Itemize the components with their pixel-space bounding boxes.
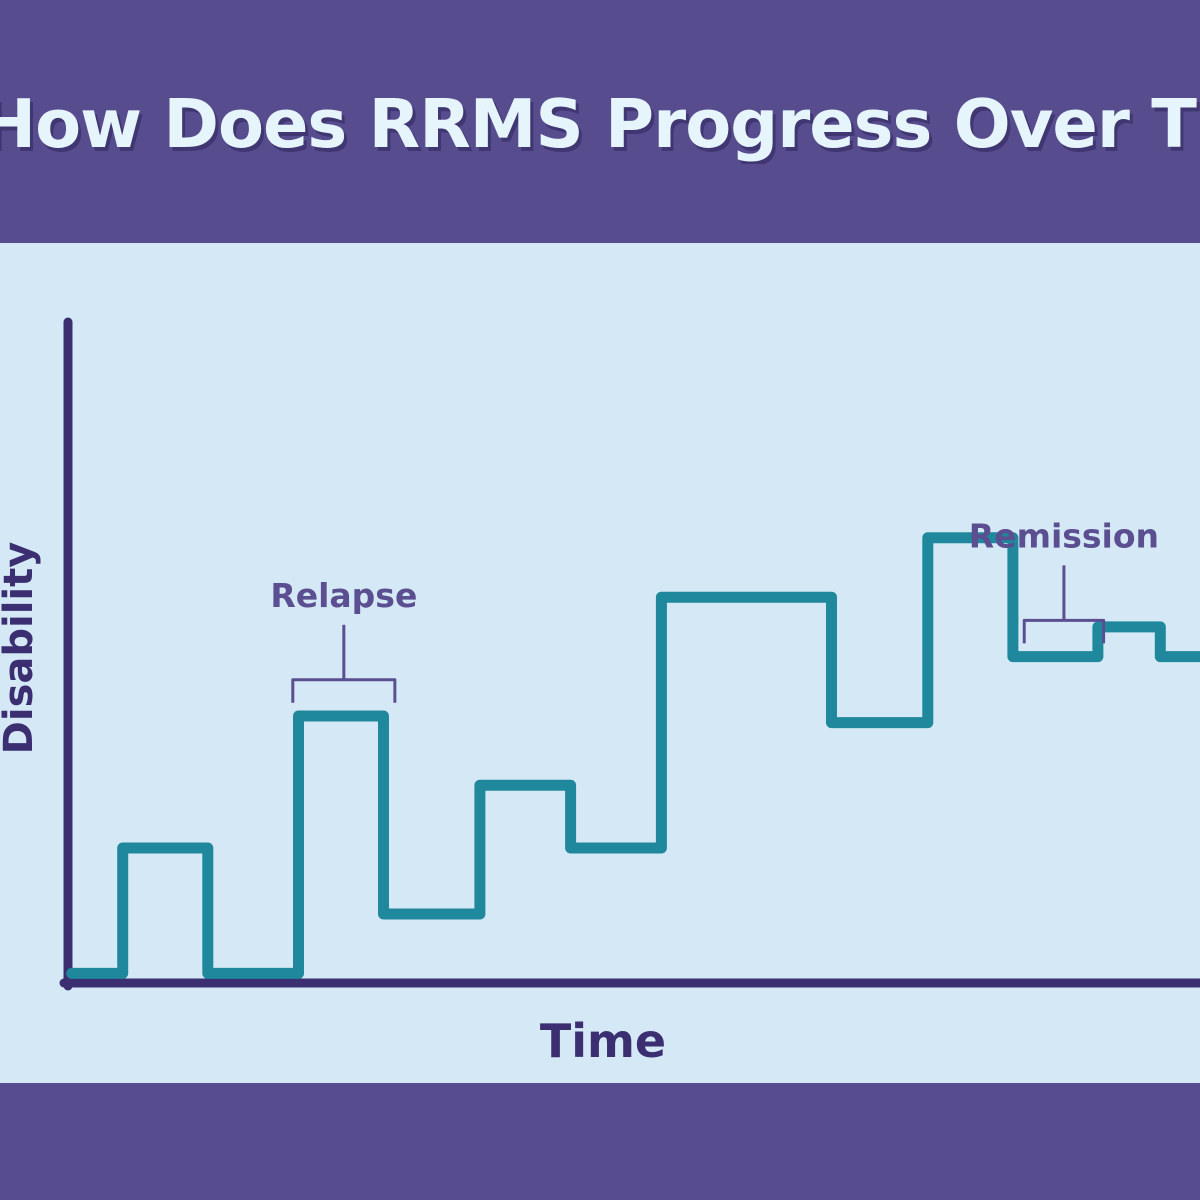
chart-panel [0,243,1200,1083]
page-title: How Does RRMS Progress Over Time? [0,85,1200,163]
annotation-1: Remission [969,516,1159,644]
series-line-0 [66,532,1200,979]
annotation-bracket [1022,618,1106,644]
y-axis-label: Disability [0,542,42,755]
annotation-0: Relapse [270,576,417,703]
x-axis-label: Time [540,1014,666,1068]
annotation-label: Remission [969,516,1159,555]
annotation-bracket [291,678,397,703]
annotation-label: Relapse [270,576,417,615]
